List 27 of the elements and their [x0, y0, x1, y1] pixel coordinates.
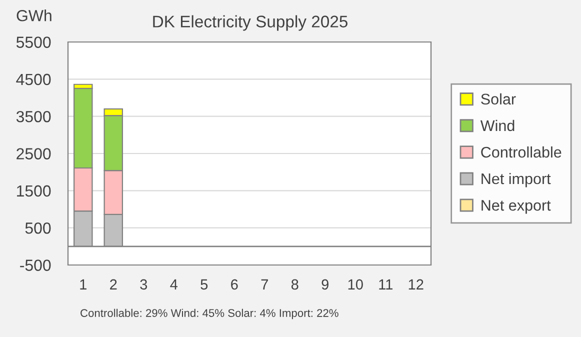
- y-tick-label: 5500: [16, 36, 51, 48]
- legend-label: Controllable: [481, 146, 562, 158]
- legend-label: Wind: [480, 120, 514, 132]
- x-tick-label: 2: [110, 279, 117, 290]
- x-tick-label: 8: [291, 279, 298, 290]
- y-tick-label: 500: [25, 222, 51, 234]
- y-axis-title: GWh: [16, 10, 52, 22]
- x-tick-label: 9: [322, 279, 328, 290]
- text: Controllable: 29% Wind: 45% Solar: 4% Import: 22%: [80, 308, 338, 320]
- x-tick-label: 7: [261, 279, 268, 290]
- x-tick-label: 3: [140, 279, 148, 290]
- y-tick-label: 4500: [16, 74, 51, 86]
- legend-label: Net export: [482, 200, 551, 214]
- y-tick-label: 3500: [16, 110, 51, 122]
- y-tick-label: 2500: [16, 148, 51, 160]
- x-tick-label: 4: [170, 279, 178, 290]
- y-tick-label: -500: [20, 260, 51, 271]
- x-tick-label: 5: [200, 279, 208, 290]
- x-tick-label: 1: [80, 279, 86, 290]
- chart-title: DK Electricity Supply 2025: [153, 15, 348, 31]
- y-tick-label: 1500: [17, 185, 51, 197]
- x-tick-label: 10: [348, 279, 363, 290]
- legend-label: Solar: [481, 93, 516, 105]
- x-tick-label: 6: [231, 279, 238, 290]
- legend-label: Net import: [482, 172, 551, 188]
- x-tick-label: 12: [408, 279, 424, 290]
- x-tick-label: 11: [379, 279, 392, 290]
